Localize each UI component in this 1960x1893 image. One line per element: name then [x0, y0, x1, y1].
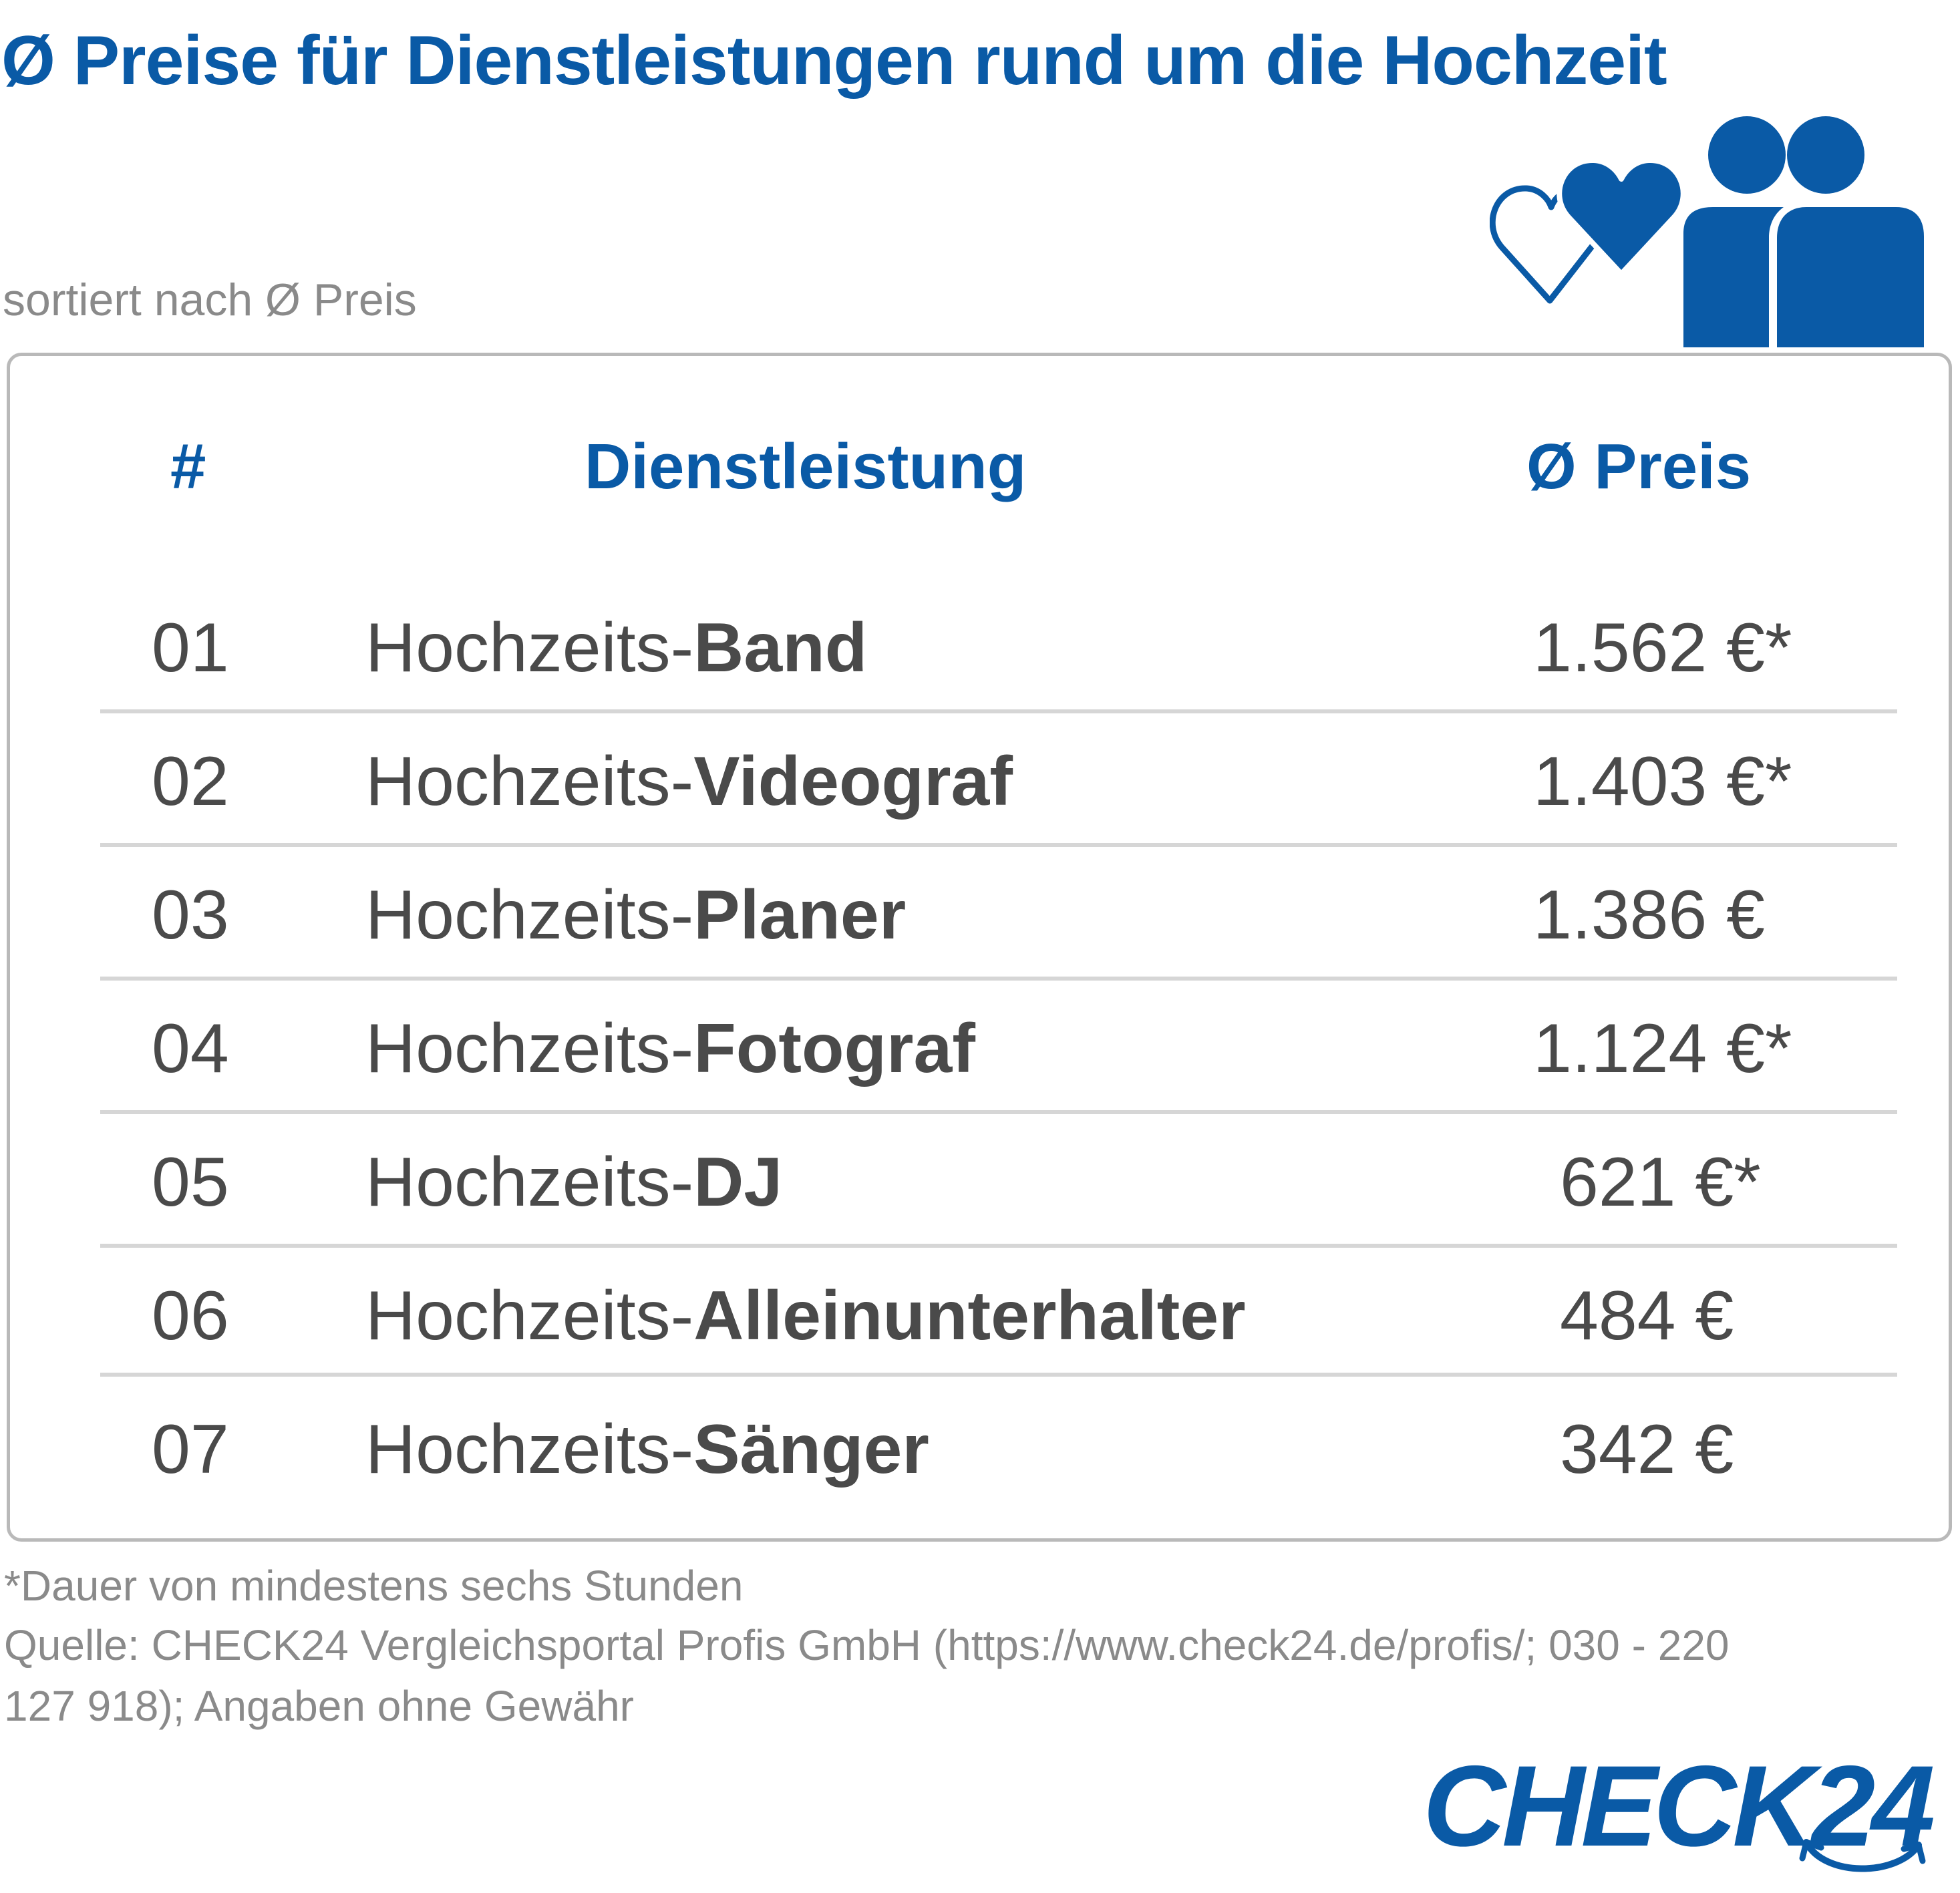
table-row: 02 Hochzeits-Videograf 1.403 €* [10, 715, 1949, 848]
row-divider [100, 1373, 1897, 1377]
row-price: 1.403 €* [1533, 743, 1792, 820]
page-title: Ø Preise für Dienstleistungen rund um di… [1, 22, 1667, 100]
row-rank: 04 [152, 1010, 229, 1087]
row-price: 1.386 € [1533, 876, 1765, 954]
row-divider [100, 977, 1897, 981]
table-row: 07 Hochzeits-Sänger 342 € [10, 1383, 1949, 1516]
row-divider [100, 1110, 1897, 1114]
footnote: *Dauer von mindestens sechs Stunden [4, 1562, 744, 1610]
row-price: 621 €* [1560, 1144, 1761, 1221]
row-rank: 06 [152, 1277, 229, 1355]
price-table: # Dienstleistung Ø Preis 01 Hochzeits-Ba… [7, 353, 1952, 1542]
row-rank: 03 [152, 876, 229, 954]
row-service: Hochzeits-DJ [365, 1144, 783, 1221]
row-service: Hochzeits-Band [365, 609, 868, 687]
row-rank: 07 [152, 1411, 229, 1488]
logo-text: CHECK24 [1423, 1742, 1935, 1870]
table-row: 04 Hochzeits-Fotograf 1.124 €* [10, 982, 1949, 1115]
row-rank: 02 [152, 743, 229, 820]
column-header-price: Ø Preis [1526, 431, 1752, 502]
row-price: 484 € [1560, 1277, 1734, 1355]
source-note: Quelle: CHECK24 Vergleichsportal Profis … [4, 1621, 1730, 1730]
column-header-service: Dienstleistung [585, 431, 1027, 502]
check24-logo: CHECK24 [1423, 1749, 1951, 1882]
row-price: 1.562 €* [1533, 609, 1792, 687]
row-divider [100, 843, 1897, 847]
column-header-rank: # [170, 431, 206, 502]
logo-arc-icon [1799, 1839, 1926, 1872]
row-rank: 01 [152, 609, 229, 687]
row-price: 342 € [1560, 1411, 1734, 1488]
row-service: Hochzeits-Videograf [365, 743, 1013, 820]
couple-icon [1683, 116, 1924, 347]
subtitle: sortiert nach Ø Preis [3, 275, 417, 325]
table-row: 05 Hochzeits-DJ 621 €* [10, 1115, 1949, 1249]
row-rank: 05 [152, 1144, 229, 1221]
row-service: Hochzeits-Sänger [365, 1411, 929, 1488]
table-row: 03 Hochzeits-Planer 1.386 € [10, 848, 1949, 982]
row-price: 1.124 €* [1533, 1010, 1792, 1087]
row-service: Hochzeits-Planer [365, 876, 907, 954]
row-divider [100, 709, 1897, 713]
table-row: 01 Hochzeits-Band 1.562 €* [10, 581, 1949, 715]
row-service: Hochzeits-Fotograf [365, 1010, 975, 1087]
table-row: 06 Hochzeits-Alleinunterhalter 484 € [10, 1249, 1949, 1383]
hearts-icon [1490, 157, 1686, 304]
row-divider [100, 1244, 1897, 1248]
row-service: Hochzeits-Alleinunterhalter [365, 1277, 1246, 1355]
